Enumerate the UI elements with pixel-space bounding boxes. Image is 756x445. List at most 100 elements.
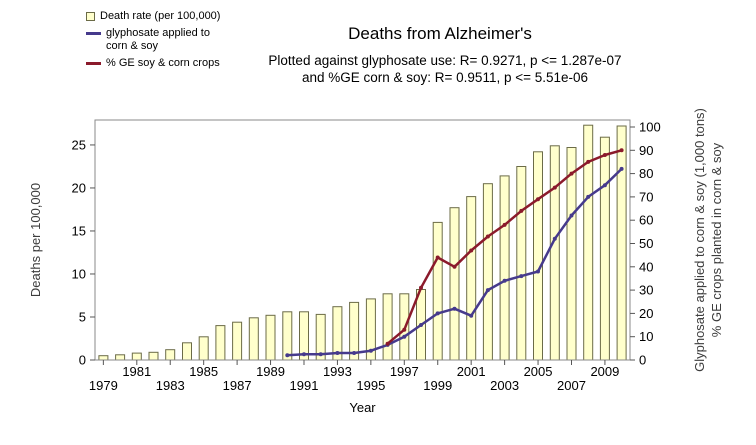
right-axis-tick-label: 100 (639, 119, 661, 134)
ge-crops-point (619, 148, 624, 153)
right-axis-tick-label: 60 (639, 213, 653, 228)
x-axis-title: Year (349, 400, 376, 415)
chart-subtitle: Plotted against glyphosate use: R= 0.927… (180, 52, 710, 86)
ge-crops-point (402, 327, 407, 332)
glyphosate-point (302, 352, 306, 357)
ge-crops-point (419, 285, 423, 290)
ge-crops-point (485, 234, 490, 239)
death-rate-bar-2007 (566, 147, 577, 361)
chart-subtitle-line2: and %GE corn & soy: R= 0.9511, p <= 5.51… (301, 70, 589, 85)
death-rate-bar-swatch-icon (86, 12, 95, 21)
death-rate-bar-2006 (549, 145, 560, 361)
glyphosate-point (536, 269, 540, 274)
left-axis-tick-label: 20 (72, 180, 86, 195)
glyphosate-point (552, 236, 557, 241)
x-axis-tick-label: 1989 (256, 364, 285, 379)
death-rate-bar-2005 (533, 151, 543, 361)
ge-crops-point (385, 341, 390, 346)
x-axis-tick-label: 1995 (356, 378, 385, 393)
legend-item-death-rate: Death rate (per 100,000) (86, 10, 231, 23)
ge-crops-line-swatch-icon (86, 62, 101, 65)
death-rate-bar-2000 (449, 207, 460, 361)
right-axis-tick-label: 50 (639, 236, 653, 251)
death-rate-bar-1985 (198, 336, 209, 361)
right-axis-title-line1: Glyphosate applied to corn & soy (1,000 … (692, 108, 707, 372)
death-rate-bar-2010 (616, 125, 627, 361)
x-axis-tick-label: 1981 (122, 364, 151, 379)
left-axis-tick-label: 5 (79, 309, 86, 324)
ge-crops-point (569, 171, 574, 176)
death-rate-bar-1986 (215, 325, 226, 361)
legend-item-glyphosate: glyphosate applied to corn & soy (86, 27, 231, 53)
chart-title: Deaths from Alzheimer's (348, 24, 532, 43)
glyphosate-point (602, 183, 607, 188)
glyphosate-point (485, 288, 490, 293)
death-rate-bar-1979 (98, 355, 109, 361)
right-axis-title-line2: % GE crops planted in corn & soy (709, 142, 724, 337)
death-rate-bar-2009 (599, 136, 610, 361)
x-axis-tick-label: 1999 (423, 378, 452, 393)
glyphosate-point (352, 351, 357, 355)
death-rate-bar-1996 (382, 293, 393, 361)
x-axis-tick-label: 1993 (323, 364, 352, 379)
x-axis-tick-label: 1997 (390, 364, 419, 379)
right-axis-tick-label: 0 (639, 353, 646, 368)
glyphosate-point (469, 313, 474, 318)
glyphosate-point (519, 274, 524, 279)
death-rate-bar-1999 (432, 221, 443, 361)
death-rate-bar-1982 (148, 351, 159, 361)
death-rate-bar-2002 (482, 183, 493, 361)
death-rate-bar-1987 (232, 321, 243, 361)
death-rate-bar-1983 (165, 349, 176, 361)
legend-label-death-rate: Death rate (per 100,000) (100, 10, 221, 22)
glyphosate-point (502, 278, 507, 283)
legend-item-ge-crops: % GE soy & corn crops (86, 57, 231, 70)
ge-crops-point (469, 248, 474, 253)
ge-crops-point (552, 185, 557, 190)
glyphosate-point (419, 323, 423, 327)
right-axis-tick-label: 40 (639, 259, 653, 274)
death-rate-bar-2004 (516, 166, 527, 361)
left-axis-tick-label: 15 (72, 223, 86, 238)
chart-legend: Death rate (per 100,000) glyphosate appl… (86, 10, 231, 74)
left-axis-tick-label: 10 (72, 266, 86, 281)
x-axis-tick-label: 2005 (524, 364, 553, 379)
death-rate-bar-1990 (282, 311, 293, 361)
ge-crops-point (586, 159, 591, 164)
glyphosate-point (452, 306, 457, 311)
glyphosate-point (586, 194, 591, 199)
death-rate-bar-1980 (115, 354, 126, 361)
death-rate-bar-1981 (131, 352, 142, 361)
glyphosate-point (368, 348, 373, 353)
glyphosate-point (335, 351, 340, 355)
glyphosate-line-swatch-icon (86, 32, 101, 35)
glyphosate-point (435, 311, 440, 316)
x-axis-tick-label: 1987 (223, 378, 252, 393)
left-axis-title: Deaths per 100,000 (28, 183, 43, 297)
chart-subtitle-line1: Plotted against glyphosate use: R= 0.927… (268, 53, 622, 68)
right-axis-tick-label: 70 (639, 189, 653, 204)
glyphosate-point (619, 166, 624, 171)
right-axis-tick-label: 20 (639, 306, 653, 321)
ge-crops-point (452, 264, 457, 269)
right-axis-tick-label: 80 (639, 166, 653, 181)
legend-label-glyphosate: glyphosate applied to corn & soy (106, 27, 210, 52)
left-axis-tick-label: 0 (79, 353, 86, 368)
glyphosate-point (402, 334, 407, 339)
glyphosate-point (318, 352, 323, 357)
x-axis-tick-label: 1991 (290, 378, 319, 393)
right-axis-tick-label: 30 (639, 283, 653, 298)
x-axis-tick-label: 1983 (156, 378, 185, 393)
plot-frame (94, 119, 631, 361)
death-rate-bar-1984 (182, 342, 192, 361)
legend-label-ge-crops: % GE soy & corn crops (106, 57, 220, 69)
x-axis-tick-label: 1979 (89, 378, 118, 393)
ge-crops-point (435, 255, 440, 260)
death-rate-bar-1989 (265, 314, 276, 361)
x-axis-tick-label: 1985 (189, 364, 218, 379)
ge-crops-point (502, 222, 507, 227)
death-rate-bar-1988 (248, 317, 259, 361)
ge-crops-point (519, 208, 524, 213)
